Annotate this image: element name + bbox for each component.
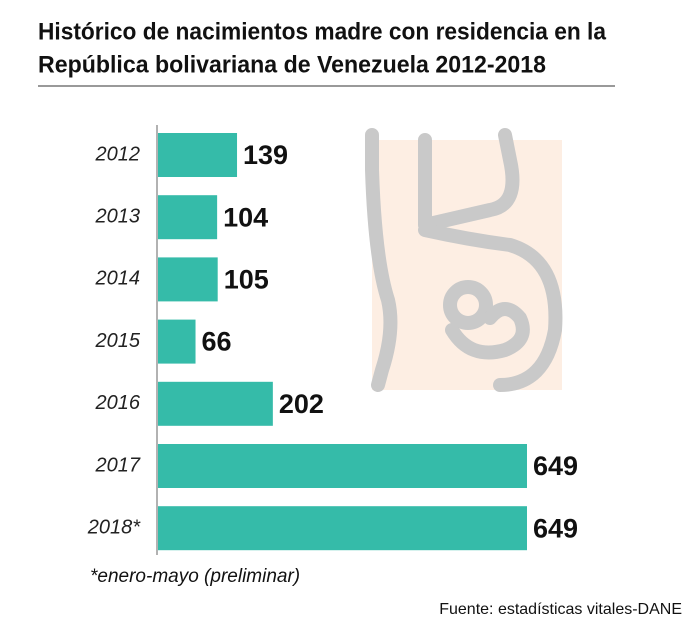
value-label: 202 xyxy=(279,389,324,419)
bar xyxy=(158,506,527,551)
bar xyxy=(158,381,273,426)
source: Fuente: estadísticas vitales-DANE xyxy=(439,601,682,618)
chart-title: Histórico de nacimientos madre con resid… xyxy=(38,18,607,45)
value-label: 649 xyxy=(533,513,578,543)
bar xyxy=(158,444,527,488)
value-label: 139 xyxy=(243,140,288,170)
category-label: 2013 xyxy=(95,205,141,227)
value-label: 66 xyxy=(202,327,232,357)
bar xyxy=(158,195,218,240)
category-label: 2015 xyxy=(95,330,141,352)
chart-title: República bolivariana de Venezuela 2012-… xyxy=(38,51,546,78)
category-label: 2012 xyxy=(95,143,141,165)
pregnancy-icon xyxy=(365,128,563,392)
category-label: 2014 xyxy=(95,268,141,290)
value-label: 104 xyxy=(223,202,268,232)
category-label: 2017 xyxy=(95,454,141,476)
value-label: 649 xyxy=(533,451,578,481)
value-label: 105 xyxy=(224,265,269,295)
bar xyxy=(158,133,238,177)
category-label: 2018* xyxy=(87,516,141,538)
footnote: *enero-mayo (preliminar) xyxy=(90,566,300,587)
bar xyxy=(158,257,218,302)
category-label: 2016 xyxy=(95,392,141,414)
bar xyxy=(158,319,196,364)
